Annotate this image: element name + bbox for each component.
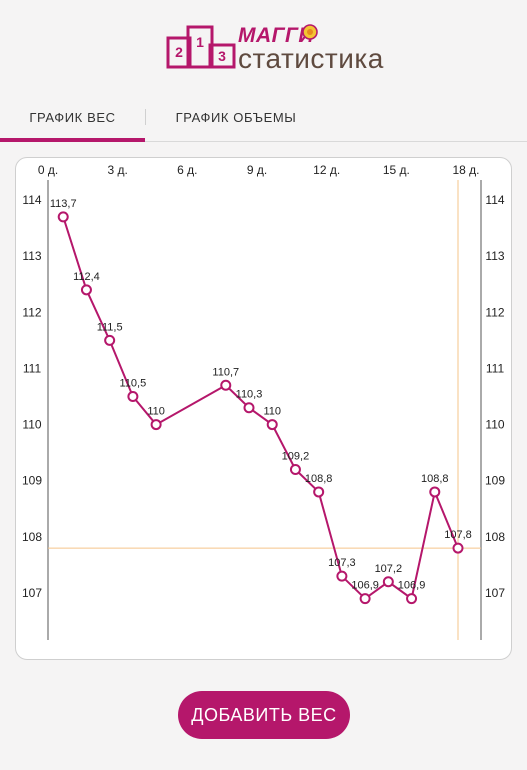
header: 1 2 3 МАГГИ статистика [0,0,527,90]
y-tick-label-right: 112 [485,305,504,319]
tab-underline [0,141,527,142]
x-tick-label: 9 д. [247,163,267,177]
data-label: 110 [263,406,281,418]
podium-logo-icon: 1 2 3 [166,22,236,77]
data-point [57,211,69,223]
data-point [313,486,325,498]
data-point [336,570,348,582]
data-point [266,419,278,431]
y-tick-label-right: 111 [486,361,505,375]
brand-logo: МАГГИ статистика [238,24,384,74]
brand-name: МАГГИ [238,24,315,47]
data-label: 113,7 [50,198,77,210]
brand-subtitle: статистика [238,43,384,74]
y-tick-label-left: 108 [22,530,42,544]
x-tick-label: 12 д. [313,163,340,177]
y-tick-label-left: 109 [22,474,42,488]
y-tick-label-right: 109 [485,474,505,488]
data-label: 110,5 [120,378,147,390]
y-tick-label-left: 114 [22,193,41,207]
y-tick-label-right: 107 [485,586,505,600]
tab-weight-chart[interactable]: ГРАФИК ВЕС [29,110,116,125]
data-point [359,593,371,605]
x-tick-label: 6 д. [177,163,197,177]
y-tick-label-left: 107 [22,586,42,600]
y-tick-label-right: 113 [485,249,504,263]
data-label: 107,2 [375,563,403,575]
tab-divider [145,109,146,125]
y-tick-label-right: 110 [485,418,504,432]
data-point [127,391,139,402]
data-label: 106,9 [398,580,426,592]
data-point [289,463,301,475]
data-point [382,576,394,588]
x-tick-label: 0 д. [38,163,58,177]
sun-emblem-icon [302,24,318,40]
tab-bar: ГРАФИК ВЕС ГРАФИК ОБЪЕМЫ [0,100,527,144]
data-point [452,542,464,554]
x-tick-label: 18 д. [452,163,479,177]
x-tick-label: 15 д. [383,163,410,177]
y-tick-label-left: 113 [22,249,41,263]
svg-text:1: 1 [196,34,204,50]
data-label: 111,5 [97,321,123,333]
data-point [80,284,92,296]
data-label: 110,7 [212,366,239,378]
y-tick-label-right: 114 [485,193,504,207]
active-tab-indicator [0,138,145,142]
data-label: 110 [147,406,165,418]
data-point [406,593,418,605]
data-label: 108,8 [421,473,449,485]
data-point [429,486,441,498]
data-point [220,379,232,391]
data-point [243,402,255,414]
y-tick-label-left: 110 [22,418,41,432]
data-point [104,334,116,346]
data-label: 108,8 [305,473,333,485]
data-label: 109,2 [282,450,310,462]
y-tick-label-left: 111 [23,361,42,375]
y-tick-label-left: 112 [22,305,41,319]
chart-card: 0 д. 3 д. 6 д. 9 д. 12 д. 15 д. 18 д. 114 114 113… [15,157,512,660]
svg-text:2: 2 [175,44,183,60]
data-label: 112,4 [73,271,100,283]
add-weight-button[interactable]: ДОБАВИТЬ ВЕС [178,691,350,739]
x-tick-label: 3 д. [107,163,127,177]
tab-volume-chart[interactable]: ГРАФИК ОБЪЕМЫ [175,110,297,125]
weight-series-line [62,216,459,601]
y-tick-label-right: 108 [485,530,505,544]
data-label: 110,3 [236,389,263,401]
data-label: 107,3 [328,557,356,569]
svg-text:3: 3 [218,48,226,64]
data-label: 107,8 [444,529,472,541]
data-label: 106,9 [351,580,379,592]
data-point [150,419,162,431]
weight-chart: 0 д. 3 д. 6 д. 9 д. 12 д. 15 д. 18 д. 114 114 113… [22,163,505,640]
